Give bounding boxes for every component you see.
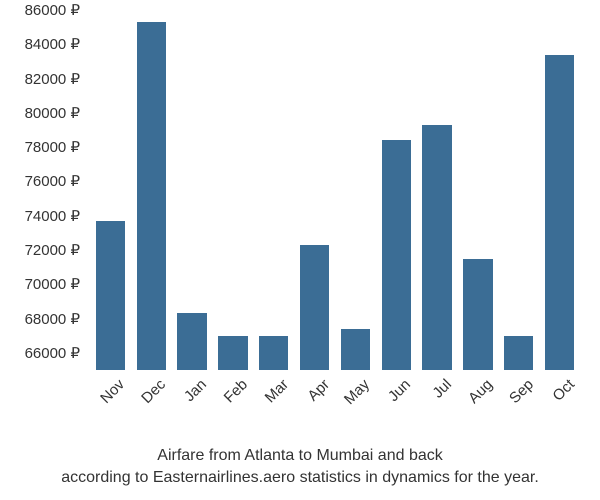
y-tick-label: 82000 ₽: [0, 70, 80, 88]
y-tick-label: 76000 ₽: [0, 172, 80, 190]
x-tick-label: Mar: [261, 376, 291, 406]
x-tick-label: Jan: [181, 376, 210, 405]
y-tick-label: 72000 ₽: [0, 241, 80, 259]
x-tick-label: Sep: [506, 376, 537, 407]
caption-line: according to Easternairlines.aero statis…: [0, 467, 600, 489]
bar: [300, 245, 329, 370]
x-tick-label: Jul: [430, 376, 456, 402]
x-tick-label: Aug: [465, 376, 496, 407]
chart-caption: Airfare from Atlanta to Mumbai and backa…: [0, 445, 600, 489]
x-tick-label: May: [341, 376, 373, 408]
x-tick-label: Nov: [98, 376, 129, 407]
bar: [96, 221, 125, 370]
y-tick-label: 86000 ₽: [0, 1, 80, 19]
bar: [341, 329, 370, 370]
bar: [259, 336, 288, 370]
bar: [218, 336, 247, 370]
y-tick-label: 78000 ₽: [0, 138, 80, 156]
x-tick-label: Feb: [221, 376, 251, 406]
x-tick-label: Apr: [304, 376, 333, 405]
y-tick-label: 68000 ₽: [0, 310, 80, 328]
bar: [504, 336, 533, 370]
y-tick-label: 66000 ₽: [0, 344, 80, 362]
y-tick-label: 74000 ₽: [0, 207, 80, 225]
bar: [422, 125, 451, 370]
x-tick-label: Dec: [138, 376, 169, 407]
y-tick-label: 84000 ₽: [0, 35, 80, 53]
y-tick-label: 70000 ₽: [0, 275, 80, 293]
bar: [177, 313, 206, 370]
bar: [545, 55, 574, 370]
bar: [463, 259, 492, 370]
caption-line: Airfare from Atlanta to Mumbai and back: [0, 445, 600, 467]
bar: [137, 22, 166, 370]
y-tick-label: 80000 ₽: [0, 104, 80, 122]
x-tick-label: Oct: [549, 376, 578, 405]
airfare-bar-chart: 66000 ₽ 68000 ₽ 70000 ₽ 72000 ₽ 74000 ₽ 76000…: [0, 0, 600, 500]
plot-area: [90, 10, 580, 370]
x-tick-label: Jun: [385, 376, 414, 405]
bar: [382, 140, 411, 370]
